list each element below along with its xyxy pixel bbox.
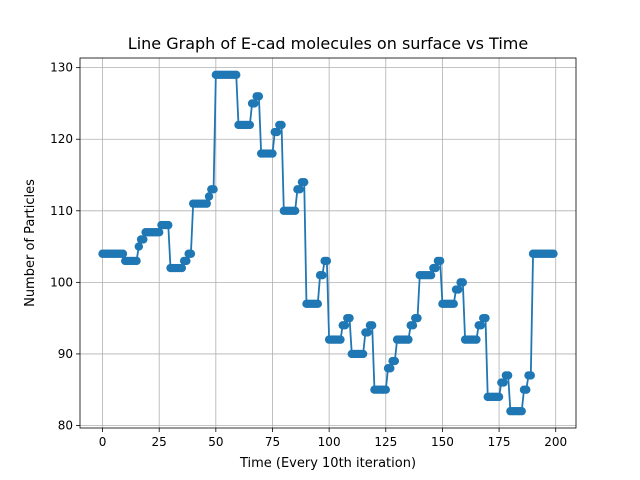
x-tick-label: 125 — [374, 435, 397, 449]
axis-ticks: 0 25 50 75 100 125 150 175 200 80 90 100 110 120 130 — [50, 61, 567, 449]
y-tick-label: 80 — [58, 418, 73, 432]
data-point — [408, 321, 418, 330]
data-point — [232, 70, 241, 80]
x-tick-label: 150 — [431, 435, 454, 449]
data-point — [472, 335, 481, 344]
data-point — [549, 249, 558, 258]
data-point — [118, 249, 128, 258]
chart-title: Line Graph of E-cad molecules on surface… — [128, 34, 528, 53]
data-point — [202, 199, 211, 208]
x-tick-label: 50 — [208, 435, 223, 449]
y-axis-label: Number of Particles — [23, 179, 38, 307]
data-point — [154, 228, 164, 237]
data-point — [386, 364, 395, 373]
data-point — [209, 185, 218, 194]
data-point — [295, 185, 304, 194]
data-point — [517, 406, 526, 416]
data-point — [313, 299, 322, 309]
data-point — [345, 313, 354, 323]
data-point — [404, 335, 413, 344]
data-point — [204, 192, 214, 201]
data-point — [134, 242, 143, 251]
y-tick-label: 130 — [50, 61, 73, 75]
data-point — [449, 299, 458, 309]
data-point — [499, 378, 508, 387]
data-point — [164, 220, 173, 230]
data-point — [390, 356, 400, 366]
data-point — [182, 256, 191, 266]
data-point — [526, 371, 535, 380]
data-point — [277, 120, 286, 130]
x-tick-label: 100 — [318, 435, 341, 449]
data-point — [340, 321, 350, 330]
data-point — [336, 335, 345, 344]
data-point — [272, 127, 282, 137]
gridlines — [80, 58, 576, 428]
data-point — [245, 120, 255, 130]
x-tick-label: 175 — [488, 435, 511, 449]
data-point — [367, 321, 377, 330]
data-point — [268, 149, 277, 158]
x-tick-label: 200 — [544, 435, 567, 449]
y-tick-label: 90 — [58, 347, 73, 361]
plot-frame — [79, 57, 577, 429]
data-point — [358, 349, 368, 359]
data-point — [322, 256, 332, 266]
data-point — [431, 263, 440, 273]
data-point — [186, 249, 196, 258]
x-tick-label: 25 — [152, 435, 167, 449]
data-point — [300, 177, 309, 187]
data-point — [381, 385, 390, 394]
x-axis-label: Time (Every 10th iteration) — [239, 456, 416, 471]
data-point — [139, 235, 148, 244]
y-tick-label: 120 — [50, 132, 73, 146]
data-point — [254, 92, 264, 101]
data-point — [481, 313, 490, 323]
data-point — [426, 271, 436, 280]
data-point — [363, 328, 372, 337]
x-tick-label: 0 — [99, 435, 107, 449]
data-point — [413, 313, 422, 323]
data-point — [494, 392, 504, 402]
data-point — [476, 321, 486, 330]
data-point — [132, 256, 141, 266]
data-point — [290, 206, 300, 215]
data-point — [454, 285, 463, 294]
data-point — [522, 385, 531, 394]
data-point — [177, 263, 187, 273]
x-tick-label: 75 — [265, 435, 280, 449]
data-point — [250, 99, 259, 108]
series-layer — [98, 70, 558, 416]
y-tick-label: 110 — [50, 204, 73, 218]
data-point — [435, 256, 445, 266]
data-point — [318, 271, 327, 280]
y-tick-label: 100 — [50, 275, 73, 289]
data-point — [503, 371, 513, 380]
data-point — [458, 278, 468, 287]
